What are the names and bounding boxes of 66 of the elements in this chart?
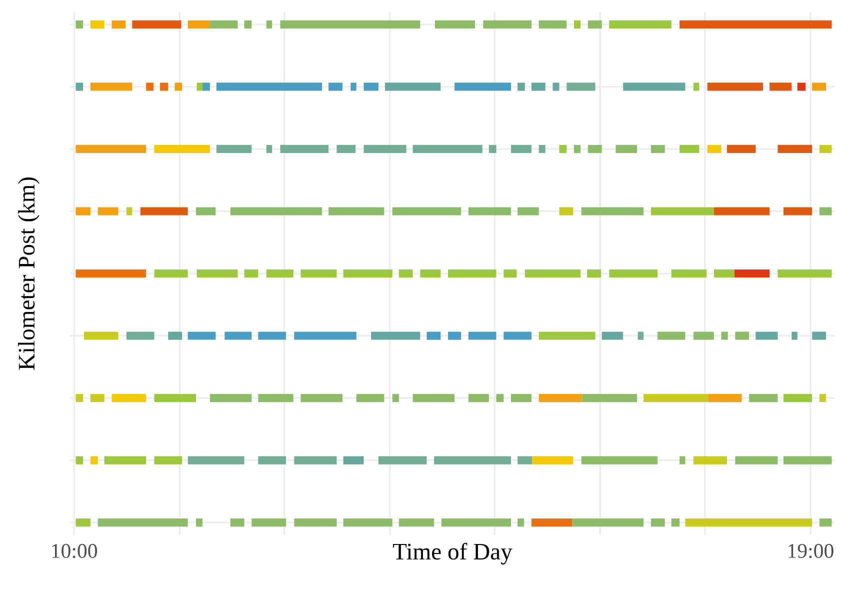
bar	[441, 518, 511, 527]
bar	[671, 518, 680, 527]
bar	[588, 144, 602, 154]
bar	[154, 394, 196, 402]
x-tick-label: 10:00	[52, 544, 98, 558]
bar	[531, 518, 572, 527]
bar	[392, 207, 462, 216]
bar	[496, 394, 504, 402]
y-axis-title: Kilometer Post (km)	[18, 177, 40, 370]
bar	[812, 82, 826, 91]
bar	[819, 207, 832, 216]
bar	[468, 207, 511, 216]
bar	[230, 207, 322, 216]
bar	[328, 207, 384, 216]
bar	[735, 456, 778, 464]
bar	[749, 394, 778, 402]
bar	[572, 518, 644, 527]
bar	[721, 332, 728, 340]
bar	[160, 82, 168, 91]
bar	[434, 20, 475, 28]
bar	[797, 82, 806, 91]
bar	[518, 456, 532, 464]
bar	[90, 20, 104, 28]
bar	[398, 518, 434, 527]
bar	[104, 456, 146, 464]
bar	[518, 207, 539, 216]
bar	[280, 20, 420, 28]
bar	[518, 518, 524, 527]
bar	[300, 394, 342, 402]
bar	[210, 20, 238, 28]
bar	[196, 207, 216, 216]
bar	[778, 144, 812, 154]
bar	[210, 394, 252, 402]
bar	[650, 144, 665, 154]
bar	[680, 456, 686, 464]
bar	[468, 332, 496, 340]
bar	[154, 456, 182, 464]
bar	[392, 394, 399, 402]
bar	[294, 518, 337, 527]
bar	[783, 394, 812, 402]
bar	[356, 394, 384, 402]
x-axis-title: Time of Day	[393, 542, 512, 564]
bar	[693, 82, 700, 91]
bar	[588, 20, 602, 28]
bar	[819, 518, 832, 527]
bar	[412, 394, 455, 402]
bar	[252, 518, 286, 527]
bar	[657, 332, 686, 340]
bar	[90, 456, 98, 464]
bar	[581, 207, 644, 216]
bar	[244, 269, 258, 278]
bar	[146, 82, 154, 91]
bar	[783, 456, 832, 464]
bar	[693, 332, 714, 340]
bar	[154, 144, 210, 154]
bar	[244, 20, 252, 28]
bar	[538, 144, 546, 154]
bar	[364, 82, 378, 91]
bar	[538, 20, 567, 28]
bar	[266, 20, 272, 28]
bar	[76, 269, 146, 278]
bar	[258, 394, 294, 402]
bar	[343, 518, 392, 527]
x-tick-label: 19:00	[788, 544, 834, 558]
bar	[707, 82, 763, 91]
bar	[196, 269, 238, 278]
